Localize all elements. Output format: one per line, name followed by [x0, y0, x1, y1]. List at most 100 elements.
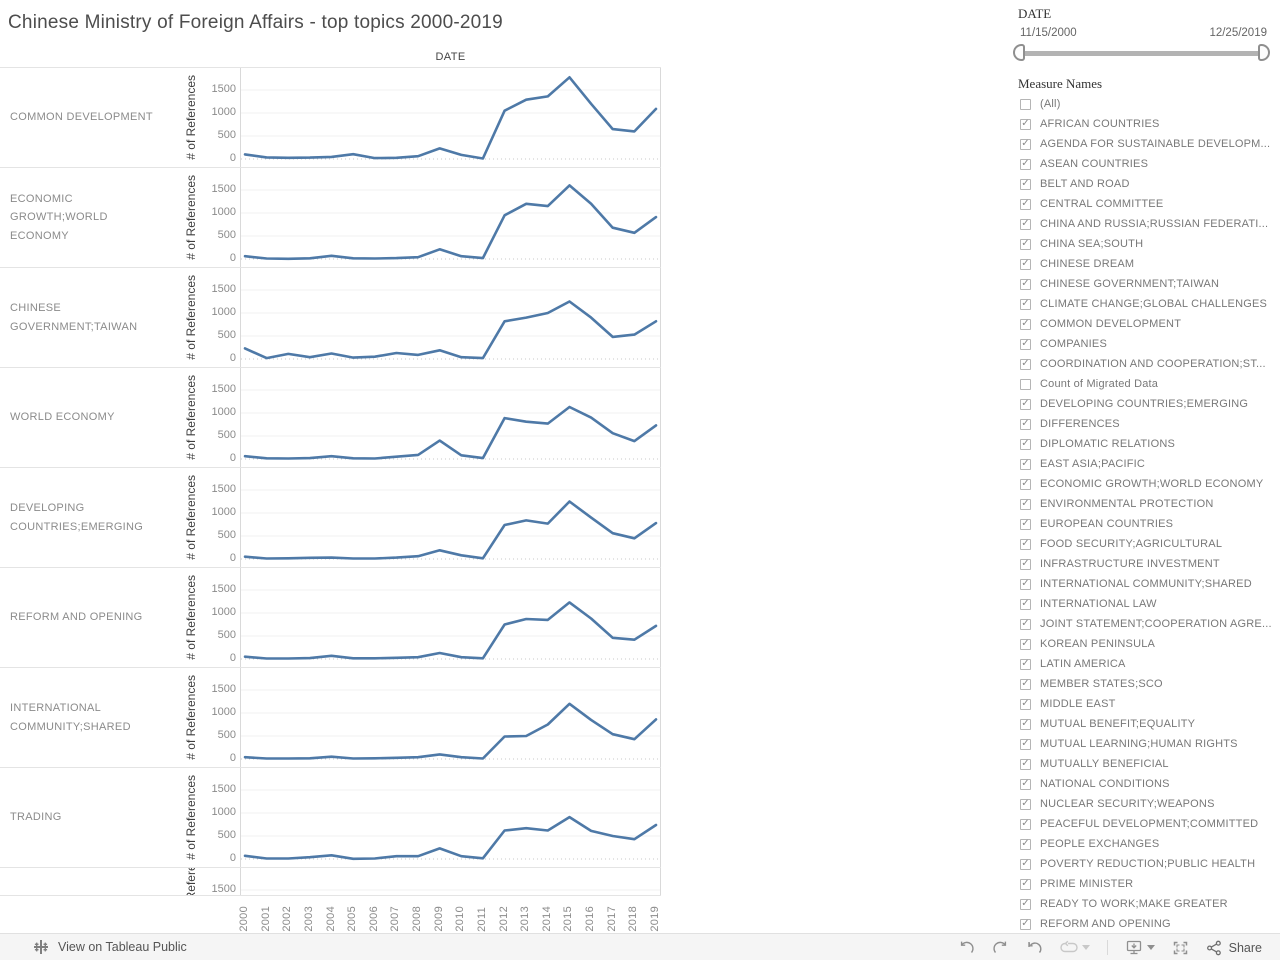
checkbox-checked-icon[interactable]: ✓	[1020, 358, 1031, 370]
checkbox-checked-icon[interactable]: ✓	[1020, 778, 1031, 790]
checkbox-checked-icon[interactable]: ✓	[1020, 918, 1031, 930]
measure-checkbox-item[interactable]: ✓ AFRICAN COUNTRIES	[1020, 114, 1278, 134]
measure-checkbox-item[interactable]: ✓ CENTRAL COMMITTEE	[1020, 194, 1278, 214]
redo-button[interactable]	[992, 940, 1009, 956]
auto-update-button[interactable]	[1059, 940, 1090, 956]
measure-checkbox-item[interactable]: ✓ DIPLOMATIC RELATIONS	[1020, 434, 1278, 454]
checkbox-checked-icon[interactable]: ✓	[1020, 218, 1031, 230]
checkbox-checked-icon[interactable]: ✓	[1020, 758, 1031, 770]
trend-line[interactable]	[243, 300, 658, 360]
checkbox-checked-icon[interactable]: ✓	[1020, 818, 1031, 830]
checkbox-checked-icon[interactable]: ✓	[1020, 398, 1031, 410]
checkbox-checked-icon[interactable]: ✓	[1020, 498, 1031, 510]
trend-line[interactable]	[243, 601, 658, 660]
measure-checkbox-item[interactable]: ✓ CHINA SEA;SOUTH	[1020, 234, 1278, 254]
measure-checkbox-item[interactable]: ✓ INTERNATIONAL LAW	[1020, 594, 1278, 614]
checkbox-checked-icon[interactable]: ✓	[1020, 438, 1031, 450]
checkbox-checked-icon[interactable]: ✓	[1020, 658, 1031, 670]
trend-line[interactable]	[243, 76, 658, 160]
trend-line[interactable]	[243, 500, 658, 560]
view-on-tableau-public-link[interactable]: View on Tableau Public	[33, 939, 187, 955]
measure-checkbox-item[interactable]: ✓ COMPANIES	[1020, 334, 1278, 354]
date-range-slider-track[interactable]	[1017, 51, 1266, 56]
checkbox-checked-icon[interactable]: ✓	[1020, 518, 1031, 530]
plot-area[interactable]	[240, 568, 661, 667]
checkbox-checked-icon[interactable]: ✓	[1020, 858, 1031, 870]
checkbox-checked-icon[interactable]: ✓	[1020, 738, 1031, 750]
measure-checkbox-item[interactable]: ✓ FOOD SECURITY;AGRICULTURAL	[1020, 534, 1278, 554]
checkbox-checked-icon[interactable]: ✓	[1020, 838, 1031, 850]
checkbox-checked-icon[interactable]: ✓	[1020, 618, 1031, 630]
share-button[interactable]: Share	[1206, 940, 1262, 956]
measure-checkbox-item[interactable]: ✓ CLIMATE CHANGE;GLOBAL CHALLENGES	[1020, 294, 1278, 314]
measure-checkbox-item[interactable]: ✓ INTERNATIONAL COMMUNITY;SHARED	[1020, 574, 1278, 594]
trend-line[interactable]	[243, 184, 658, 261]
plot-area[interactable]	[240, 668, 661, 767]
measure-checkbox-item[interactable]: ✓ BELT AND ROAD	[1020, 174, 1278, 194]
fullscreen-button[interactable]	[1172, 940, 1189, 956]
checkbox-checked-icon[interactable]: ✓	[1020, 298, 1031, 310]
checkbox-unchecked-icon[interactable]	[1020, 378, 1031, 390]
measure-checkbox-item[interactable]: ✓ ENVIRONMENTAL PROTECTION	[1020, 494, 1278, 514]
measure-checkbox-item[interactable]: ✓ KOREAN PENINSULA	[1020, 634, 1278, 654]
measure-checkbox-item[interactable]: ✓ EUROPEAN COUNTRIES	[1020, 514, 1278, 534]
checkbox-checked-icon[interactable]: ✓	[1020, 718, 1031, 730]
measure-checkbox-item[interactable]: ✓ READY TO WORK;MAKE GREATER	[1020, 894, 1278, 914]
checkbox-checked-icon[interactable]: ✓	[1020, 678, 1031, 690]
checkbox-checked-icon[interactable]: ✓	[1020, 458, 1031, 470]
measure-checkbox-item[interactable]: ✓ DIFFERENCES	[1020, 414, 1278, 434]
measure-checkbox-item[interactable]: Count of Migrated Data	[1020, 374, 1278, 394]
checkbox-checked-icon[interactable]: ✓	[1020, 598, 1031, 610]
plot-area[interactable]	[240, 868, 661, 895]
checkbox-checked-icon[interactable]: ✓	[1020, 798, 1031, 810]
measure-checkbox-item[interactable]: ✓ PEOPLE EXCHANGES	[1020, 834, 1278, 854]
checkbox-checked-icon[interactable]: ✓	[1020, 158, 1031, 170]
checkbox-checked-icon[interactable]: ✓	[1020, 878, 1031, 890]
plot-area[interactable]	[240, 68, 661, 167]
reset-button[interactable]	[1026, 940, 1043, 956]
date-slider-right-handle[interactable]	[1258, 44, 1270, 61]
measure-checkbox-item[interactable]: ✓ INFRASTRUCTURE INVESTMENT	[1020, 554, 1278, 574]
checkbox-checked-icon[interactable]: ✓	[1020, 118, 1031, 130]
undo-button[interactable]	[958, 940, 975, 956]
measure-checkbox-item[interactable]: ✓ PRIME MINISTER	[1020, 874, 1278, 894]
checkbox-checked-icon[interactable]: ✓	[1020, 178, 1031, 190]
checkbox-checked-icon[interactable]: ✓	[1020, 638, 1031, 650]
measure-checkbox-item[interactable]: ✓ DEVELOPING COUNTRIES;EMERGING	[1020, 394, 1278, 414]
plot-area[interactable]	[240, 168, 661, 267]
measure-checkbox-item[interactable]: ✓ NUCLEAR SECURITY;WEAPONS	[1020, 794, 1278, 814]
checkbox-checked-icon[interactable]: ✓	[1020, 338, 1031, 350]
checkbox-checked-icon[interactable]: ✓	[1020, 198, 1031, 210]
checkbox-checked-icon[interactable]: ✓	[1020, 698, 1031, 710]
measure-checkbox-item[interactable]: ✓ COORDINATION AND COOPERATION;ST...	[1020, 354, 1278, 374]
checkbox-checked-icon[interactable]: ✓	[1020, 558, 1031, 570]
trend-line[interactable]	[243, 815, 658, 861]
measure-checkbox-item[interactable]: ✓ ECONOMIC GROWTH;WORLD ECONOMY	[1020, 474, 1278, 494]
measure-checkbox-item[interactable]: ✓ JOINT STATEMENT;COOPERATION AGRE...	[1020, 614, 1278, 634]
download-button[interactable]	[1125, 939, 1155, 956]
checkbox-checked-icon[interactable]: ✓	[1020, 278, 1031, 290]
measure-checkbox-item[interactable]: ✓ CHINESE DREAM	[1020, 254, 1278, 274]
date-slider-left-handle[interactable]	[1013, 44, 1025, 61]
measure-checkbox-item[interactable]: ✓ EAST ASIA;PACIFIC	[1020, 454, 1278, 474]
plot-area[interactable]	[240, 468, 661, 567]
measure-checkbox-item[interactable]: ✓ CHINESE GOVERNMENT;TAIWAN	[1020, 274, 1278, 294]
trend-line[interactable]	[243, 405, 658, 460]
checkbox-unchecked-icon[interactable]	[1020, 98, 1031, 110]
measure-checkbox-item[interactable]: ✓ PEACEFUL DEVELOPMENT;COMMITTED	[1020, 814, 1278, 834]
measure-checkbox-item[interactable]: (All)	[1020, 94, 1278, 114]
measure-checkbox-item[interactable]: ✓ MUTUAL LEARNING;HUMAN RIGHTS	[1020, 734, 1278, 754]
measure-checkbox-item[interactable]: ✓ POVERTY REDUCTION;PUBLIC HEALTH	[1020, 854, 1278, 874]
checkbox-checked-icon[interactable]: ✓	[1020, 578, 1031, 590]
checkbox-checked-icon[interactable]: ✓	[1020, 898, 1031, 910]
checkbox-checked-icon[interactable]: ✓	[1020, 238, 1031, 250]
checkbox-checked-icon[interactable]: ✓	[1020, 418, 1031, 430]
checkbox-checked-icon[interactable]: ✓	[1020, 318, 1031, 330]
trend-line[interactable]	[243, 702, 658, 760]
measure-checkbox-item[interactable]: ✓ REFORM AND OPENING	[1020, 914, 1278, 933]
measure-checkbox-item[interactable]: ✓ AGENDA FOR SUSTAINABLE DEVELOPM...	[1020, 134, 1278, 154]
measure-checkbox-item[interactable]: ✓ MUTUAL BENEFIT;EQUALITY	[1020, 714, 1278, 734]
measure-checkbox-item[interactable]: ✓ MIDDLE EAST	[1020, 694, 1278, 714]
measure-checkbox-item[interactable]: ✓ ASEAN COUNTRIES	[1020, 154, 1278, 174]
measure-checkbox-item[interactable]: ✓ MUTUALLY BENEFICIAL	[1020, 754, 1278, 774]
